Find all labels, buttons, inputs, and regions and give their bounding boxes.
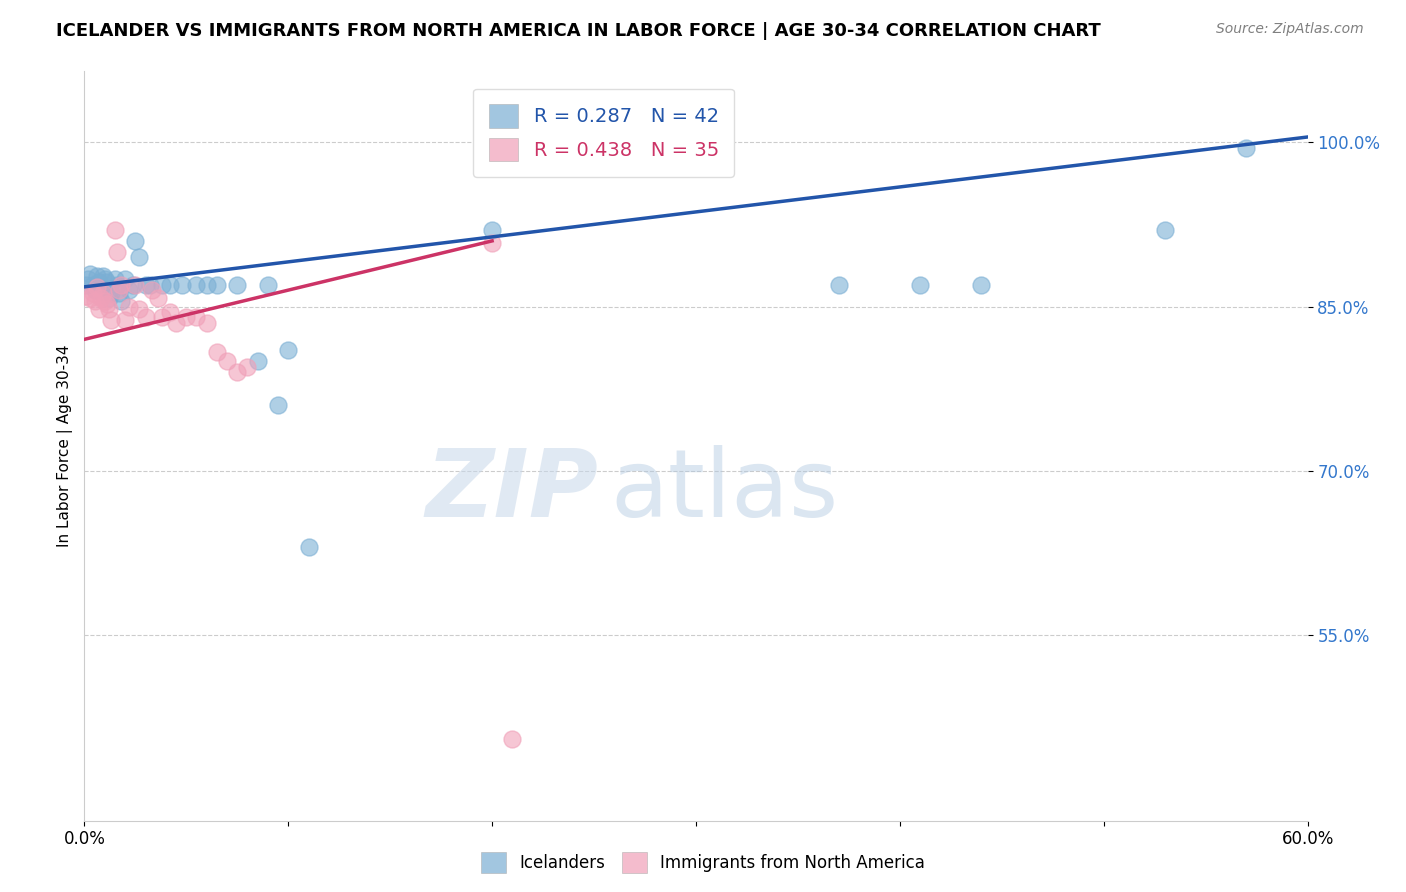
- Point: [138, 277, 160, 292]
- Point: [172, 277, 194, 292]
- Point: [150, 277, 173, 292]
- Point: [195, 316, 218, 330]
- Point: [246, 354, 269, 368]
- Point: [124, 277, 146, 292]
- Point: [93, 272, 115, 286]
- Point: [481, 236, 503, 251]
- Legend: R = 0.287   N = 42, R = 0.438   N = 35: R = 0.287 N = 42, R = 0.438 N = 35: [474, 88, 734, 177]
- Point: [93, 294, 115, 309]
- Point: [141, 283, 163, 297]
- Text: ZIP: ZIP: [425, 445, 598, 537]
- Point: [128, 250, 150, 264]
- Point: [159, 305, 181, 319]
- Point: [97, 291, 120, 305]
- Point: [104, 272, 127, 286]
- Point: [236, 359, 259, 374]
- Point: [77, 272, 100, 286]
- Point: [174, 310, 197, 325]
- Point: [75, 288, 97, 302]
- Point: [87, 301, 110, 316]
- Point: [90, 291, 112, 305]
- Point: [105, 277, 128, 292]
- Point: [86, 268, 108, 283]
- Point: [828, 277, 851, 292]
- Point: [186, 310, 208, 325]
- Point: [277, 343, 299, 358]
- Point: [83, 283, 105, 297]
- Point: [100, 312, 122, 326]
- Point: [118, 283, 141, 297]
- Point: [82, 277, 104, 292]
- Point: [100, 286, 122, 301]
- Point: [91, 268, 114, 283]
- Point: [108, 283, 131, 297]
- Point: [83, 294, 105, 309]
- Point: [159, 277, 181, 292]
- Point: [205, 277, 228, 292]
- Point: [195, 277, 218, 292]
- Point: [1154, 223, 1177, 237]
- Point: [96, 297, 118, 311]
- Point: [96, 276, 118, 290]
- Point: [118, 300, 141, 314]
- Point: [108, 286, 131, 301]
- Point: [86, 280, 108, 294]
- Point: [135, 310, 157, 325]
- Point: [82, 286, 104, 301]
- Point: [128, 301, 150, 316]
- Point: [124, 234, 146, 248]
- Point: [79, 267, 101, 281]
- Point: [114, 272, 136, 286]
- Point: [186, 277, 208, 292]
- Point: [146, 291, 169, 305]
- Point: [75, 277, 97, 292]
- Point: [122, 277, 145, 292]
- Point: [970, 277, 993, 292]
- Text: atlas: atlas: [610, 445, 838, 537]
- Point: [90, 280, 112, 294]
- Point: [481, 223, 503, 237]
- Point: [205, 345, 228, 359]
- Point: [226, 365, 249, 379]
- Text: Source: ZipAtlas.com: Source: ZipAtlas.com: [1216, 22, 1364, 37]
- Point: [87, 276, 110, 290]
- Point: [104, 223, 127, 237]
- Point: [257, 277, 280, 292]
- Point: [110, 277, 132, 292]
- Point: [910, 277, 932, 292]
- Point: [502, 731, 524, 746]
- Point: [1236, 141, 1258, 155]
- Point: [298, 540, 321, 554]
- Point: [114, 312, 136, 326]
- Point: [91, 286, 114, 301]
- Y-axis label: In Labor Force | Age 30-34: In Labor Force | Age 30-34: [58, 344, 73, 548]
- Legend: Icelanders, Immigrants from North America: Icelanders, Immigrants from North Americ…: [474, 846, 932, 880]
- Point: [110, 294, 132, 309]
- Point: [226, 277, 249, 292]
- Point: [267, 398, 290, 412]
- Point: [217, 354, 239, 368]
- Text: ICELANDER VS IMMIGRANTS FROM NORTH AMERICA IN LABOR FORCE | AGE 30-34 CORRELATIO: ICELANDER VS IMMIGRANTS FROM NORTH AMERI…: [56, 22, 1101, 40]
- Point: [165, 316, 187, 330]
- Point: [97, 301, 120, 316]
- Point: [135, 277, 157, 292]
- Point: [105, 244, 128, 259]
- Point: [150, 310, 173, 325]
- Point: [79, 291, 101, 305]
